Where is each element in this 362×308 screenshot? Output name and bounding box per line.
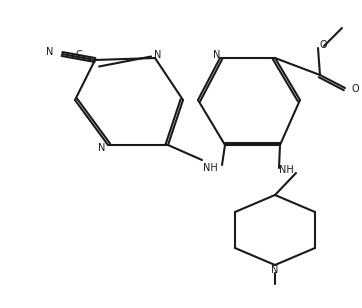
Text: N: N: [154, 50, 162, 60]
Text: O: O: [319, 40, 327, 50]
Text: N: N: [98, 143, 105, 153]
Text: NH: NH: [279, 165, 293, 175]
Text: N: N: [46, 47, 53, 57]
Text: N: N: [271, 265, 279, 275]
Text: C: C: [76, 50, 83, 60]
Text: O: O: [351, 84, 359, 94]
Text: NH: NH: [203, 163, 217, 173]
Text: N: N: [213, 50, 221, 60]
